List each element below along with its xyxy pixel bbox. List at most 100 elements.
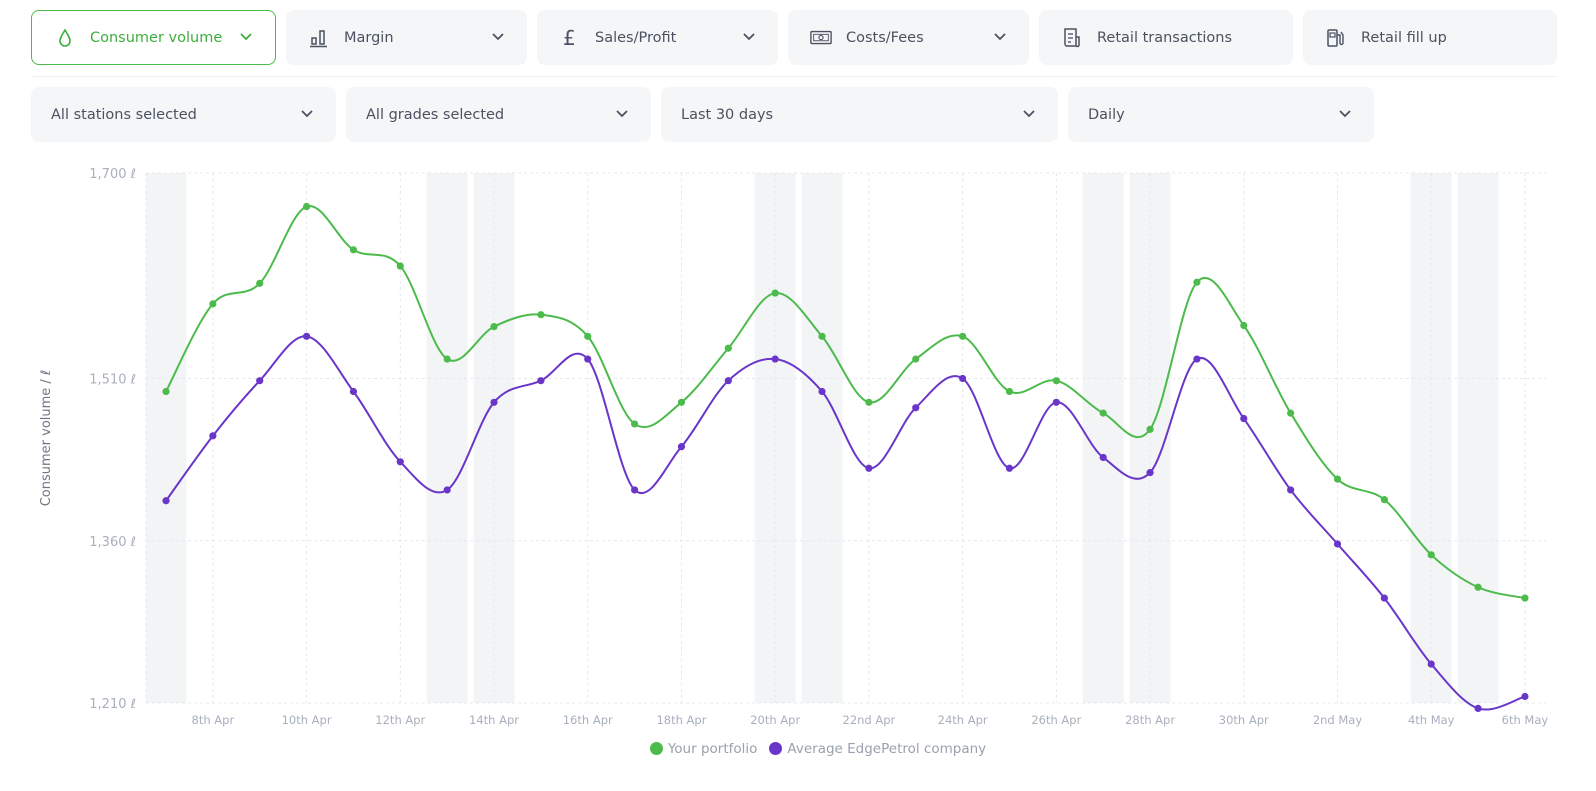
data-point (256, 279, 264, 287)
data-point (537, 377, 545, 385)
data-point (1005, 464, 1014, 472)
y-tick-label: 1,360 ℓ (89, 535, 136, 550)
data-point (537, 311, 545, 319)
data-point (443, 486, 451, 494)
data-point (912, 355, 920, 363)
legend-item-portfolio[interactable]: Your portfolio (649, 741, 757, 757)
data-point (1521, 594, 1529, 602)
x-tick-label: 2nd May (1313, 713, 1363, 727)
data-point (1474, 704, 1482, 713)
filter-label: All stations selected (51, 106, 197, 123)
data-point (1427, 660, 1435, 668)
data-point (1099, 409, 1107, 417)
data-point (490, 322, 498, 331)
tab-label: Retail transactions (1097, 29, 1233, 46)
data-point (1474, 583, 1482, 591)
bar-chart-icon (308, 27, 330, 49)
x-tick-label: 10th Apr (282, 713, 332, 727)
svg-text:£: £ (563, 28, 576, 48)
chevron-down-icon (742, 30, 756, 46)
data-point (209, 300, 217, 308)
tab-retail-transactions[interactable]: Retail transactions (1039, 10, 1293, 65)
chevron-down-icon (239, 30, 253, 46)
filter-dropdown-all-stations-selected[interactable]: All stations selected (31, 87, 336, 142)
data-point (256, 377, 264, 385)
chevron-down-icon (300, 107, 314, 123)
data-point (584, 355, 592, 363)
legend-item-average[interactable]: Average EdgePetrol company (769, 741, 986, 757)
weekend-band (754, 173, 796, 703)
y-axis-label: Consumer volume / ℓ (39, 370, 54, 507)
tab-consumer-volume[interactable]: Consumer volume (31, 10, 276, 65)
y-tick-label: 1,510 ℓ (89, 373, 136, 388)
data-point (1521, 692, 1529, 701)
legend: Your portfolio Average EdgePetrol compan… (0, 741, 1596, 757)
weekend-band (426, 173, 468, 703)
data-point (1146, 469, 1154, 477)
data-point (162, 387, 170, 396)
data-point (209, 432, 217, 440)
tab-costs-fees[interactable]: Costs/Fees (788, 10, 1029, 65)
filter-dropdown-daily[interactable]: Daily (1068, 87, 1374, 142)
data-point (865, 464, 873, 472)
data-point (1427, 551, 1435, 559)
y-tick-label: 1,700 ℓ (89, 167, 136, 182)
data-point (677, 398, 686, 406)
data-point (959, 332, 967, 340)
weekend-band (1129, 173, 1171, 703)
data-point (1333, 475, 1342, 483)
x-tick-label: 12th Apr (375, 713, 425, 727)
banknote-icon (810, 27, 832, 49)
data-point (771, 355, 779, 363)
data-point (490, 398, 498, 406)
filter-label: All grades selected (366, 106, 505, 123)
filter-label: Last 30 days (681, 106, 774, 123)
data-point (818, 332, 826, 340)
data-point (1052, 398, 1060, 406)
data-point (302, 332, 311, 340)
data-point (1193, 355, 1201, 363)
data-point (349, 246, 358, 254)
data-point (1099, 453, 1107, 462)
data-point (396, 262, 404, 270)
data-point (1052, 377, 1060, 385)
data-point (677, 443, 686, 451)
data-point (912, 404, 920, 412)
x-tick-label: 20th Apr (750, 713, 800, 727)
weekend-band (1457, 173, 1499, 703)
weekend-band (801, 173, 843, 703)
data-point (1240, 414, 1248, 423)
tab-retail-fill-up[interactable]: Retail fill up (1303, 10, 1557, 65)
data-point (631, 486, 639, 494)
data-point (1287, 409, 1295, 417)
data-point (396, 458, 404, 466)
x-tick-label: 16th Apr (563, 713, 613, 727)
x-tick-label: 14th Apr (469, 713, 519, 727)
data-point (865, 398, 873, 406)
data-point (959, 374, 967, 383)
chevron-down-icon (491, 30, 505, 46)
filter-dropdown-last-30-days[interactable]: Last 30 days (661, 87, 1058, 142)
data-point (724, 377, 732, 385)
tab-label: Consumer volume (90, 29, 223, 46)
data-point (1005, 387, 1014, 396)
weekend-band (1082, 173, 1124, 703)
data-point (1240, 321, 1248, 330)
tab-sales-profit[interactable]: £ Sales/Profit (537, 10, 778, 65)
droplet-icon (54, 27, 76, 49)
fuel-pump-icon (1325, 27, 1347, 49)
tab-margin[interactable]: Margin (286, 10, 527, 65)
data-point (631, 420, 639, 428)
data-point (1333, 540, 1342, 548)
tab-label: Sales/Profit (595, 29, 677, 46)
x-tick-label: 4th May (1408, 713, 1455, 727)
data-point (302, 202, 311, 211)
receipt-icon (1061, 27, 1083, 49)
chevron-down-icon (1022, 107, 1036, 123)
x-tick-label: 28th Apr (1125, 713, 1175, 727)
filter-dropdown-all-grades-selected[interactable]: All grades selected (346, 87, 651, 142)
x-tick-label: 6th May (1502, 713, 1549, 727)
data-point (724, 344, 732, 352)
divider (31, 76, 1556, 77)
chevron-down-icon (993, 30, 1007, 46)
